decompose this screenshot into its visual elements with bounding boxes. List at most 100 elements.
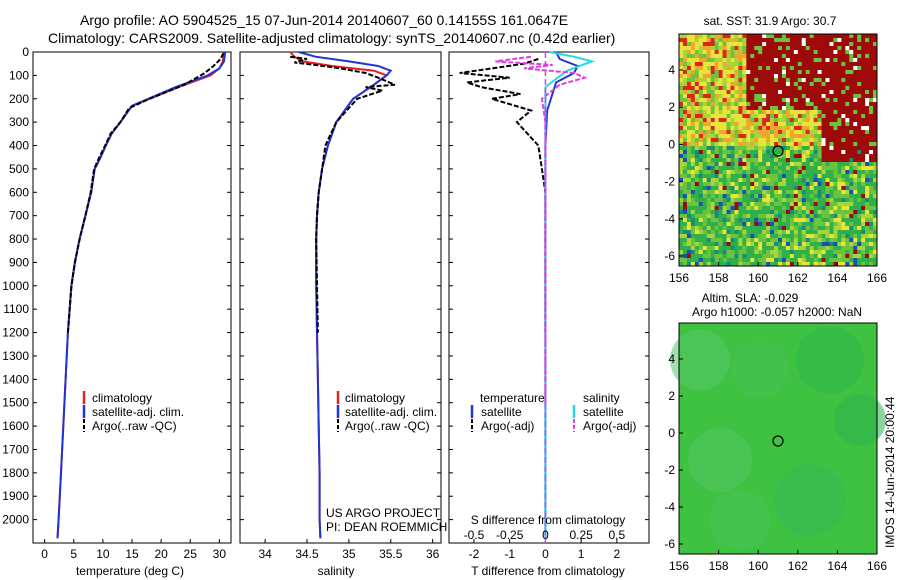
depth-label-2000: 2000 xyxy=(2,513,29,527)
depth-label-1900: 1900 xyxy=(2,489,29,503)
diff-legend-salinity-title: salinity xyxy=(583,391,620,405)
sst-lat-label--4: -4 xyxy=(664,212,675,226)
sdiff-tick-label-0.25: 0.25 xyxy=(569,528,593,542)
sla-lat-label-0: 0 xyxy=(668,426,675,440)
sdiff-tick-label-0: 0 xyxy=(542,528,549,542)
sst-lon-label-160: 160 xyxy=(748,271,768,285)
diff-legend-t-satellite: satellite xyxy=(481,405,522,419)
sla-map-title1: Altim. SLA: -0.029 xyxy=(702,291,799,305)
temperature-xtick-label-30: 30 xyxy=(213,547,227,561)
sla-field-shade-4 xyxy=(774,464,846,536)
temperature-axes-frame xyxy=(32,51,232,544)
sst-map-frame xyxy=(678,33,878,267)
sst-lat-label-2: 2 xyxy=(668,100,675,114)
sdiff-tick-label-0.5: 0.5 xyxy=(609,528,626,542)
temperature-xtick-label-10: 10 xyxy=(96,547,110,561)
series-argo-raw-qc- xyxy=(290,55,396,333)
sla-field-shade-2 xyxy=(796,326,864,394)
credit-project: US ARGO PROJECT xyxy=(326,506,441,520)
sdiff-tick-label--0.5: -0.5 xyxy=(464,528,485,542)
series-satellite-adj-clim- xyxy=(56,51,227,539)
sla-map-image xyxy=(670,323,886,554)
tdiff-xtick-label--2: -2 xyxy=(469,547,480,561)
temperature-xtick-label-5: 5 xyxy=(70,547,77,561)
temp-legend-argo: Argo(..raw -QC) xyxy=(92,419,177,433)
tdiff-xtick-label-0: 0 xyxy=(542,547,549,561)
salinity-xtick-label-34.5: 34.5 xyxy=(295,547,319,561)
diff-legend-t-argo: Argo(-adj) xyxy=(481,419,534,433)
depth-label-100: 100 xyxy=(9,68,29,82)
difference-legend: temperature satellite Argo(-adj) salinit… xyxy=(470,391,636,433)
salinity-panel: 34 34.5 35 35.5 36 salinity climatology sate… xyxy=(239,51,447,578)
depth-label-1700: 1700 xyxy=(2,442,29,456)
temperature-xlabel: temperature (deg C) xyxy=(76,564,184,578)
tdiff-xtick-label-2: 2 xyxy=(614,547,621,561)
sla-field-shade-6 xyxy=(710,490,770,550)
sst-map-panel: sat. SST: 31.9 Argo: 30.7 156 158 160 162 16… xyxy=(664,14,887,285)
header-line2: Climatology: CARS2009. Satellite-adjuste… xyxy=(48,30,615,46)
series-climatology xyxy=(289,51,389,539)
series-temperature-argo-adj- xyxy=(459,58,547,333)
temperature-xtick-label-0: 0 xyxy=(41,547,48,561)
sla-field-shade-3 xyxy=(688,428,752,492)
sst-lon-label-164: 164 xyxy=(827,271,847,285)
tdiff-xtick-label-1: 1 xyxy=(578,547,585,561)
s-difference-label: S difference from climatology xyxy=(471,513,626,527)
depth-label-800: 800 xyxy=(9,232,29,246)
salinity-xtick-label-35: 35 xyxy=(342,547,356,561)
sst-lon-label-162: 162 xyxy=(788,271,808,285)
series-salinity-argo-adj- xyxy=(495,55,588,403)
sla-map-title2: Argo h1000: -0.057 h2000: NaN xyxy=(692,305,862,319)
header-line1: Argo profile: AO 5904525_15 07-Jun-2014 … xyxy=(80,12,568,28)
series-climatology xyxy=(56,51,225,539)
sla-lon-label-164: 164 xyxy=(827,559,847,573)
temperature-legend: climatology satellite-adj. clim. Argo(..… xyxy=(82,391,184,433)
sla-field-shade-5 xyxy=(834,394,886,446)
depth-label-700: 700 xyxy=(9,209,29,223)
depth-label-0: 0 xyxy=(22,45,29,59)
sst-lat-label-4: 4 xyxy=(668,63,675,77)
depth-label-1000: 1000 xyxy=(2,279,29,293)
sla-map-frame xyxy=(678,322,878,555)
depth-label-1500: 1500 xyxy=(2,396,29,410)
sst-map-image xyxy=(679,34,878,267)
diff-legend-s-argo: Argo(-adj) xyxy=(583,419,636,433)
sst-lon-label-166: 166 xyxy=(867,271,887,285)
temperature-xtick-label-20: 20 xyxy=(154,547,168,561)
depth-label-200: 200 xyxy=(9,92,29,106)
depth-label-1400: 1400 xyxy=(2,372,29,386)
sla-lon-label-160: 160 xyxy=(748,559,768,573)
series-salinity-satellite xyxy=(544,51,596,539)
sal-legend-argo: Argo(..raw -QC) xyxy=(345,419,430,433)
sst-map-title: sat. SST: 31.9 Argo: 30.7 xyxy=(704,14,837,28)
temperature-xtick-label-15: 15 xyxy=(125,547,139,561)
diff-legend-s-satellite: satellite xyxy=(583,405,624,419)
depth-label-500: 500 xyxy=(9,162,29,176)
sst-lon-label-158: 158 xyxy=(709,271,729,285)
sla-lat-label-2: 2 xyxy=(668,389,675,403)
difference-axes-frame xyxy=(448,51,650,544)
sst-lat-label--2: -2 xyxy=(664,175,675,189)
sla-lat-label--6: -6 xyxy=(664,537,675,551)
tdiff-xtick-label--1: -1 xyxy=(504,547,515,561)
sst-lat-label-0: 0 xyxy=(668,137,675,151)
sla-field-shade-1 xyxy=(732,342,788,398)
series-temperature-satellite xyxy=(544,51,579,539)
sla-lon-label-166: 166 xyxy=(867,559,887,573)
difference-panel: -2 -1 0 1 2 T difference from climatology S … xyxy=(448,51,650,578)
sst-lat-label--6: -6 xyxy=(664,249,675,263)
salinity-axes-frame xyxy=(239,51,442,544)
sla-lon-label-156: 156 xyxy=(669,559,689,573)
temp-legend-climatology: climatology xyxy=(92,391,152,405)
salinity-xtick-label-34: 34 xyxy=(258,547,272,561)
sla-lon-label-162: 162 xyxy=(788,559,808,573)
depth-label-900: 900 xyxy=(9,255,29,269)
sla-lat-label--4: -4 xyxy=(664,500,675,514)
depth-label-1800: 1800 xyxy=(2,466,29,480)
sst-lon-label-156: 156 xyxy=(669,271,689,285)
depth-label-400: 400 xyxy=(9,139,29,153)
sdiff-tick-label--0.25: -0.25 xyxy=(496,528,524,542)
sla-lat-label-4: 4 xyxy=(668,352,675,366)
sal-legend-satellite: satellite-adj. clim. xyxy=(345,405,437,419)
